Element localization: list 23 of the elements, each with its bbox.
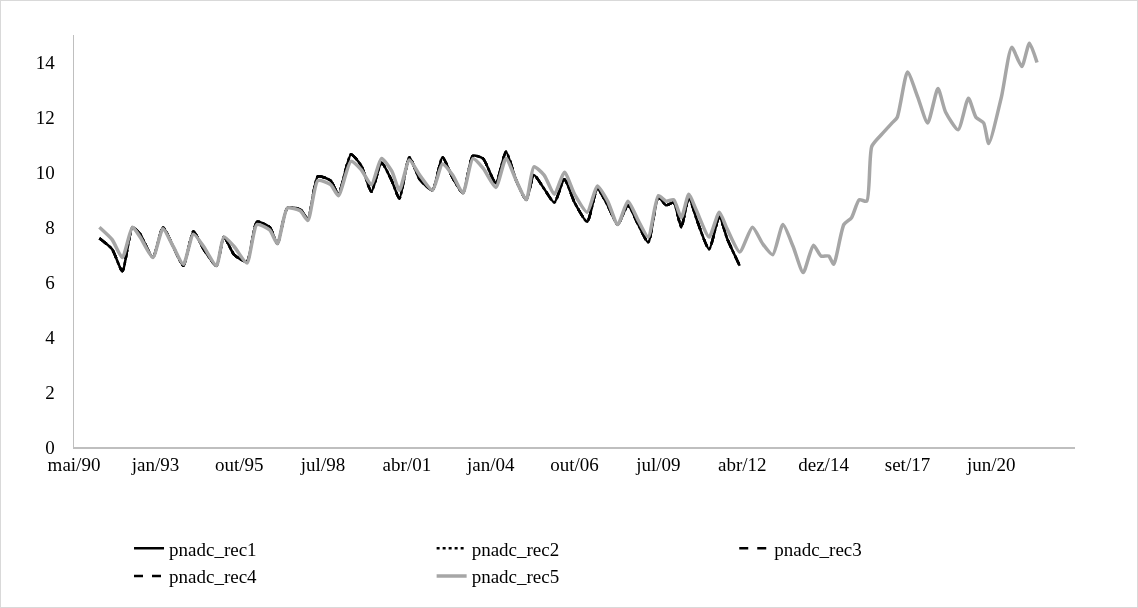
- x-tick-label: jun/20: [966, 454, 1016, 476]
- x-tick-label: out/95: [214, 454, 264, 476]
- x-tick-label: jan/93: [130, 454, 180, 476]
- legend-label: pnadc_rec2: [471, 538, 560, 560]
- y-tick-label: 14: [35, 52, 56, 74]
- x-tick-label: jan/04: [466, 454, 516, 476]
- legend-label: pnadc_rec1: [169, 538, 257, 560]
- legend-label: pnadc_rec3: [774, 538, 862, 560]
- x-tick-label: jul/98: [299, 454, 346, 476]
- y-tick-label: 4: [45, 326, 56, 348]
- x-tick-label: jul/09: [635, 454, 681, 476]
- y-tick-label: 10: [35, 161, 55, 183]
- legend-label: pnadc_rec5: [471, 566, 560, 588]
- x-tick-label: set/17: [884, 454, 931, 476]
- x-tick-label: dez/14: [798, 454, 850, 476]
- y-tick-label: 6: [45, 271, 55, 293]
- x-tick-label: abr/12: [718, 454, 767, 476]
- y-tick-label: 2: [45, 381, 55, 403]
- y-tick-label: 12: [35, 107, 55, 129]
- x-tick-label: abr/01: [382, 454, 432, 476]
- x-tick-label: out/06: [550, 454, 599, 476]
- legend-label: pnadc_rec4: [169, 566, 258, 588]
- y-tick-label: 8: [45, 216, 55, 238]
